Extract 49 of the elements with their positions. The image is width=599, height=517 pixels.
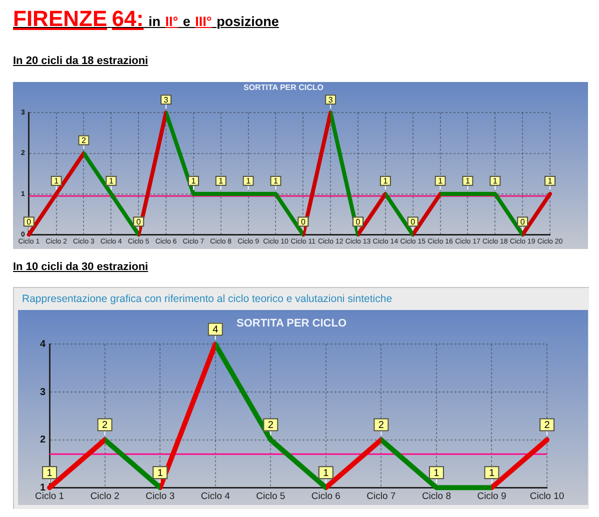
x-tick-label: Ciclo 5 [256,490,286,502]
data-label: 1 [246,176,252,186]
y-tick-label: 2 [40,434,46,446]
chart-title: SORTITA PER CICLO [244,83,324,92]
data-label: 0 [520,217,526,226]
data-label: 1 [438,176,444,186]
chart-title: SORTITA PER CICLO [236,318,347,330]
x-tick-label: Ciclo 7 [366,490,396,502]
data-label: 4 [212,324,219,336]
data-label: 2 [102,420,108,432]
data-label: 1 [492,176,498,186]
data-label: 3 [328,95,334,104]
y-tick-label: 3 [40,386,46,398]
data-label: 0 [300,217,306,226]
data-label: 1 [383,176,388,186]
x-tick-label: Ciclo 2 [90,490,120,502]
data-label: 2 [544,420,550,432]
data-label: 0 [136,217,142,226]
data-label: 3 [164,95,169,104]
data-label: 1 [191,176,196,186]
data-label: 1 [54,176,60,186]
data-label: 1 [434,468,440,479]
data-label: 1 [488,468,495,479]
y-tick-label: 4 [40,338,46,350]
data-label: 1 [274,176,279,186]
x-tick-label: Ciclo 9 [477,490,506,502]
data-label: 0 [26,217,32,226]
y-tick-label: 1 [40,482,46,494]
data-label: 1 [157,468,164,479]
x-tick-label: Ciclo 4 [200,490,230,502]
data-label: 1 [548,176,553,186]
data-label: 0 [410,217,416,226]
x-tick-label: Ciclo 8 [422,490,451,502]
chart-subtitle: In 20 cicli da 18 estrazioni [13,55,148,68]
data-label: 1 [323,468,330,479]
data-label: 2 [82,136,87,145]
text: Rappresentazione grafica con riferimento al ciclo teorico e valutazioni sintetiche [22,293,392,306]
data-label: 0 [356,217,361,226]
x-tick-label: Ciclo 1 [35,490,64,502]
text: FIRENZE 64: in II° e III° posizione [13,6,279,31]
chart-subtitle: In 10 cicli da 30 estrazioni [13,261,148,274]
data-label: 2 [378,420,384,432]
data-label: 1 [218,176,224,186]
x-tick-label: Ciclo 6 [311,490,340,502]
x-tick-label: Ciclo 10 [530,490,564,502]
data-label: 2 [268,420,274,432]
data-label: 1 [465,176,470,186]
x-tick-label: Ciclo 3 [146,490,175,502]
data-label: 1 [108,176,114,186]
